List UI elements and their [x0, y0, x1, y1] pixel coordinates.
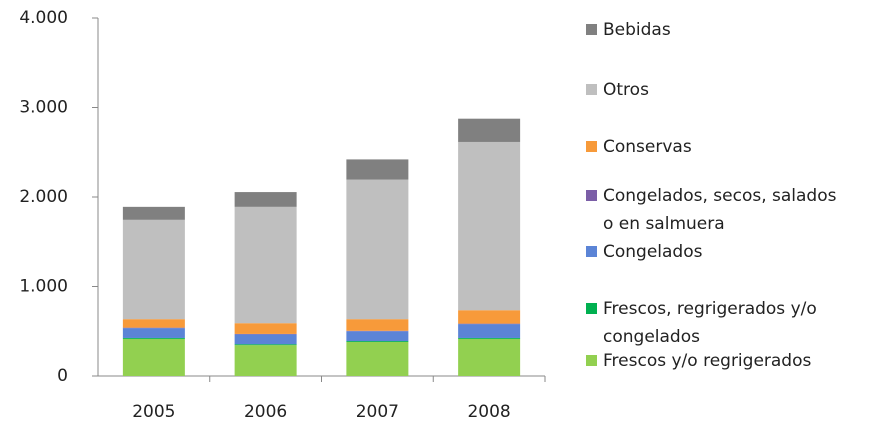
bar-segment — [458, 337, 521, 339]
legend-item: Frescos, regrigerados y/o congelados — [586, 295, 871, 351]
x-tick-label: 2006 — [244, 402, 287, 422]
bar-segment — [234, 323, 297, 334]
bar-segment — [234, 334, 297, 345]
legend-label: Frescos, regrigerados y/o congelados — [603, 299, 817, 347]
bar-segment — [458, 338, 521, 376]
bar-segment — [346, 331, 409, 342]
x-tick-label: 2008 — [467, 402, 510, 422]
bar-segment — [122, 219, 185, 320]
bar-segment — [458, 118, 521, 142]
y-tick-label: 4.000 — [19, 8, 68, 28]
bar-segment — [458, 324, 521, 338]
legend-swatch — [586, 84, 597, 95]
legend-swatch — [586, 246, 597, 257]
bar-segment — [346, 159, 409, 180]
legend-label: Congelados, secos, salados o en salmuera — [603, 186, 837, 234]
bar-segment — [234, 345, 297, 376]
legend-label: Conservas — [603, 137, 692, 157]
y-tick-label: 0 — [57, 366, 68, 386]
bar-segment — [346, 319, 409, 331]
bar-segment — [234, 344, 297, 346]
y-tick-label: 2.000 — [19, 187, 68, 207]
legend-swatch — [586, 24, 597, 35]
legend-item: Frescos y/o regrigerados — [586, 347, 871, 375]
bar-segment — [458, 141, 521, 311]
legend-item: Conservas — [586, 133, 871, 161]
legend-swatch — [586, 190, 597, 201]
bar-segment — [234, 192, 297, 207]
y-tick-label: 3.000 — [19, 98, 68, 118]
bar-segment — [122, 206, 185, 220]
bar-segment — [122, 337, 185, 339]
bar-segment — [346, 341, 409, 376]
bar-segment — [458, 310, 521, 324]
x-tick-label: 2007 — [356, 402, 399, 422]
bar-segment — [346, 341, 409, 342]
bar-segment — [122, 338, 185, 376]
legend-label: Otros — [603, 80, 649, 100]
legend-item: Congelados — [586, 238, 871, 266]
bar-segment — [346, 179, 409, 320]
legend-label: Bebidas — [603, 20, 671, 40]
legend-swatch — [586, 303, 597, 314]
legend-label: Frescos y/o regrigerados — [603, 351, 812, 371]
bar-segment — [122, 319, 185, 328]
bar-segment — [122, 328, 185, 338]
legend-item: Otros — [586, 76, 871, 104]
x-tick-label: 2005 — [132, 402, 175, 422]
legend-swatch — [586, 141, 597, 152]
legend-swatch — [586, 355, 597, 366]
legend-item: Congelados, secos, salados o en salmuera — [586, 182, 871, 238]
bar-segment — [234, 206, 297, 324]
legend-item: Bebidas — [586, 16, 871, 44]
legend-label: Congelados — [603, 242, 703, 262]
y-tick-label: 1.000 — [19, 277, 68, 297]
